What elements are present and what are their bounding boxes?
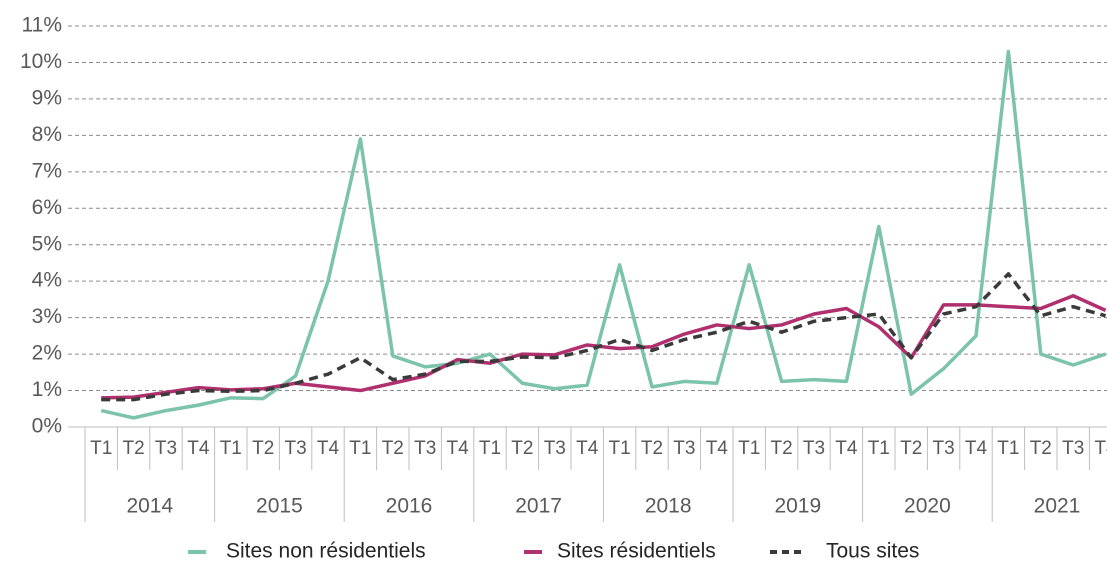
y-tick-label: 5% <box>32 232 62 255</box>
x-tick-label: T1 <box>90 438 112 459</box>
x-tick-label: T1 <box>479 438 501 459</box>
series-line <box>101 272 1107 402</box>
x-group-label: 2015 <box>256 495 303 518</box>
y-tick-label: 6% <box>32 196 62 219</box>
x-tick-label: T3 <box>673 438 695 459</box>
x-tick-label: T1 <box>738 438 760 459</box>
legend-label: Sites résidentiels <box>557 540 716 563</box>
x-tick-label: T3 <box>414 438 436 459</box>
y-tick-label: 1% <box>32 378 62 401</box>
x-tick-label: T1 <box>349 438 371 459</box>
x-tick-label: T2 <box>771 438 793 459</box>
x-tick-label: T4 <box>447 438 470 459</box>
x-tick-label: T3 <box>285 438 307 459</box>
x-tick-label: T2 <box>252 438 274 459</box>
y-tick-label: 3% <box>32 305 62 328</box>
x-tick-label: T4 <box>187 438 210 459</box>
y-tick-label: 11% <box>22 14 62 37</box>
x-tick-label: T1 <box>220 438 242 459</box>
y-tick-label: 7% <box>32 159 62 182</box>
x-tick-label: T2 <box>511 438 533 459</box>
x-group-label: 2016 <box>386 495 433 518</box>
series-line <box>101 294 1107 400</box>
x-tick-label: T3 <box>933 438 955 459</box>
x-tick-label: T3 <box>544 438 566 459</box>
x-tick-label: T1 <box>997 438 1019 459</box>
x-tick-label: T2 <box>641 438 663 459</box>
y-tick-label: 10% <box>20 50 62 73</box>
y-tick-label: 2% <box>32 342 62 365</box>
x-tick-label: T2 <box>1030 438 1052 459</box>
x-group-label: 2020 <box>904 495 951 518</box>
x-tick-label: T1 <box>868 438 890 459</box>
y-tick-label: 9% <box>32 86 62 109</box>
x-group-label: 2014 <box>126 495 173 518</box>
series-line <box>100 49 1107 420</box>
x-tick-label: T4 <box>1095 438 1107 459</box>
x-tick-label: T2 <box>123 438 145 459</box>
y-tick-label: 4% <box>32 269 62 292</box>
y-tick-label: 8% <box>32 123 62 146</box>
x-group-label: 2018 <box>645 495 692 518</box>
x-tick-label: T4 <box>317 438 340 459</box>
x-group-label: 2019 <box>774 495 821 518</box>
y-tick-label: 0% <box>32 415 62 438</box>
legend-label: Sites non résidentiels <box>226 540 426 563</box>
x-tick-label: T3 <box>155 438 177 459</box>
x-tick-label: T4 <box>706 438 729 459</box>
x-tick-label: T4 <box>576 438 599 459</box>
x-tick-label: T3 <box>803 438 825 459</box>
x-tick-label: T1 <box>609 438 631 459</box>
x-group-label: 2017 <box>515 495 562 518</box>
x-tick-label: T4 <box>965 438 988 459</box>
x-group-label: 2021 <box>1034 495 1081 518</box>
x-tick-label: T3 <box>1062 438 1084 459</box>
legend-label: Tous sites <box>826 540 919 563</box>
x-tick-label: T2 <box>382 438 404 459</box>
x-tick-label: T2 <box>900 438 922 459</box>
x-tick-label: T4 <box>835 438 858 459</box>
